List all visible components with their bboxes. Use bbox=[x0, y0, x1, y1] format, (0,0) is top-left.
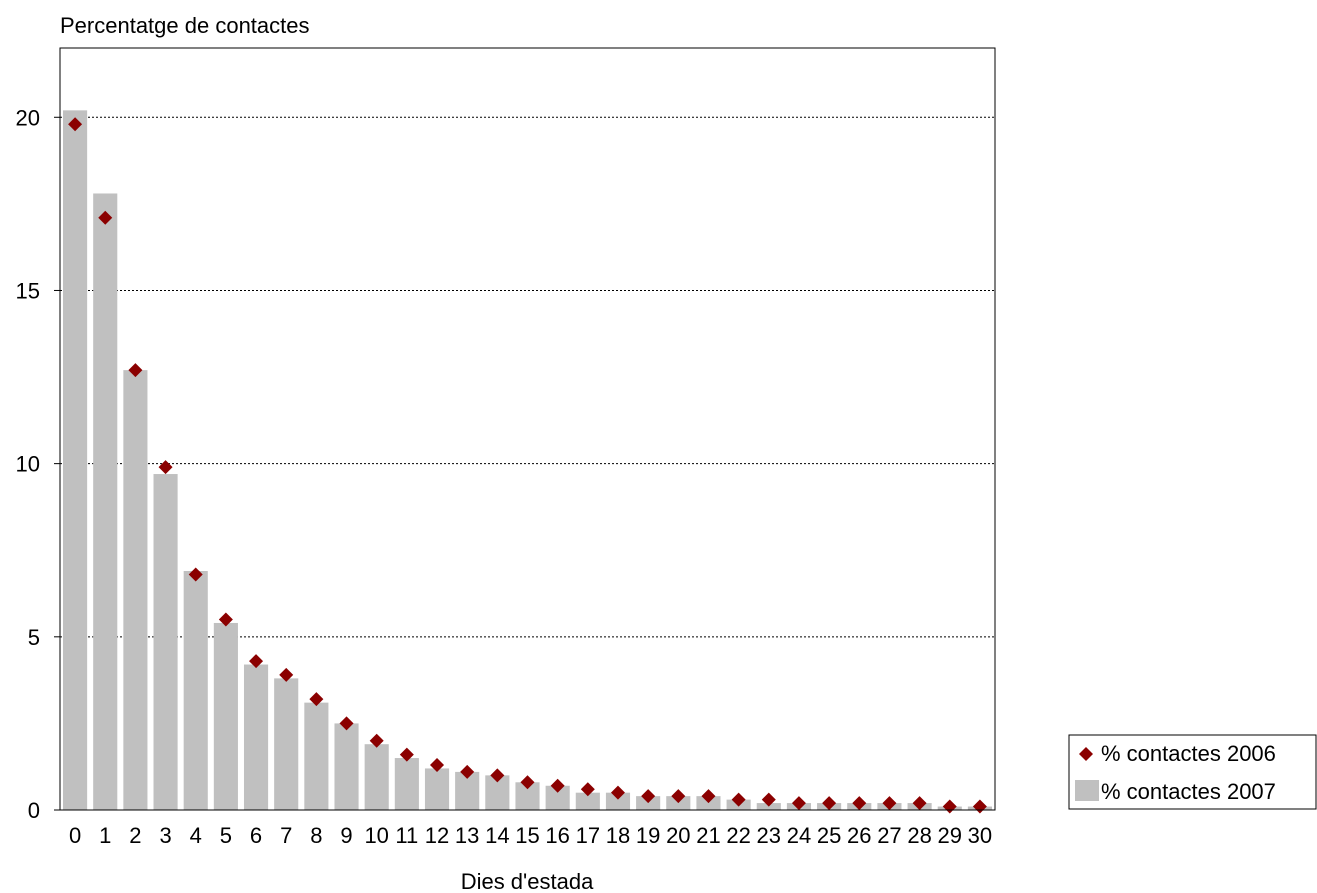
marker-2006 bbox=[912, 796, 927, 811]
x-tick-label: 16 bbox=[545, 823, 569, 848]
x-tick-label: 22 bbox=[726, 823, 750, 848]
y-tick-label: 15 bbox=[16, 278, 40, 303]
x-tick-label: 27 bbox=[877, 823, 901, 848]
x-tick-label: 13 bbox=[455, 823, 479, 848]
x-tick-label: 28 bbox=[907, 823, 931, 848]
x-tick-label: 15 bbox=[515, 823, 539, 848]
marker-2006 bbox=[128, 363, 143, 378]
bar-2007 bbox=[304, 702, 329, 810]
y-axis: 0 5 10 15 20 bbox=[16, 105, 60, 823]
legend: % contactes 2006 % contactes 2007 bbox=[1068, 734, 1317, 810]
marker-2006 bbox=[399, 747, 414, 762]
x-tick-label: 10 bbox=[364, 823, 388, 848]
x-axis: 0 1 2 3 4 5 6 7 8 9 10 11 12 13 14 15 16 17 18 19 20 21 22 23 24… bbox=[69, 823, 992, 848]
marker-2006 bbox=[701, 789, 716, 804]
x-tick-label: 3 bbox=[159, 823, 171, 848]
bar-2007 bbox=[183, 571, 208, 810]
x-tick-label: 24 bbox=[787, 823, 811, 848]
marker-2006 bbox=[490, 768, 505, 783]
marker-2006 bbox=[218, 612, 233, 627]
x-tick-label: 20 bbox=[666, 823, 690, 848]
bar-2007 bbox=[605, 792, 631, 810]
legend-frame bbox=[1068, 734, 1317, 810]
x-tick-label: 14 bbox=[485, 823, 509, 848]
marker-2006 bbox=[339, 716, 354, 731]
marker-2006 bbox=[671, 789, 686, 804]
bar-2007 bbox=[424, 768, 450, 810]
marker-2006 bbox=[309, 692, 324, 707]
x-tick-label: 17 bbox=[576, 823, 600, 848]
legend-label-2006: % contactes 2006 bbox=[1101, 741, 1276, 766]
y-tick-label: 0 bbox=[28, 798, 40, 823]
x-tick-label: 7 bbox=[280, 823, 292, 848]
marker-2006 bbox=[158, 460, 173, 475]
marker-2006 bbox=[98, 210, 113, 225]
bar-2007 bbox=[243, 664, 269, 810]
marker-2006 bbox=[761, 792, 776, 807]
marker-2006 bbox=[942, 799, 957, 814]
marker-2006 bbox=[882, 796, 897, 811]
marker-2006 bbox=[580, 782, 595, 797]
x-tick-label: 4 bbox=[190, 823, 202, 848]
marker-2006 bbox=[460, 764, 475, 779]
plot-frame bbox=[59, 47, 996, 811]
x-tick-label: 30 bbox=[968, 823, 992, 848]
marker-2006 bbox=[249, 654, 264, 669]
x-tick-label: 12 bbox=[425, 823, 449, 848]
marker-2006 bbox=[791, 796, 806, 811]
marker-2006 bbox=[550, 778, 565, 793]
x-tick-label: 9 bbox=[340, 823, 352, 848]
x-tick-label: 11 bbox=[395, 823, 418, 848]
x-tick-label: 21 bbox=[696, 823, 720, 848]
x-tick-label: 1 bbox=[99, 823, 111, 848]
bar-2007 bbox=[364, 744, 389, 810]
x-tick-label: 18 bbox=[606, 823, 630, 848]
bar-2007 bbox=[274, 678, 299, 810]
legend-marker-2006 bbox=[1079, 747, 1093, 761]
bar-2007 bbox=[394, 758, 419, 810]
y-tick-label: 10 bbox=[16, 452, 40, 477]
bar-2007 bbox=[575, 792, 600, 810]
legend-label-2007: % contactes 2007 bbox=[1101, 779, 1276, 804]
bar-2007 bbox=[213, 622, 238, 810]
x-tick-label: 6 bbox=[250, 823, 262, 848]
marker-2006 bbox=[279, 667, 294, 682]
x-tick-label: 19 bbox=[636, 823, 660, 848]
marker-2006 bbox=[852, 796, 867, 811]
marker-2006 bbox=[188, 567, 203, 582]
marker-2006 bbox=[68, 117, 83, 132]
x-axis-title: Dies d'estada bbox=[461, 869, 594, 893]
y-axis-title: Percentatge de contactes bbox=[60, 13, 310, 38]
marker-2006 bbox=[731, 792, 746, 807]
bar-2007 bbox=[123, 370, 148, 810]
x-tick-label: 25 bbox=[817, 823, 841, 848]
legend-swatch-2007 bbox=[1075, 780, 1099, 801]
x-tick-label: 23 bbox=[757, 823, 781, 848]
bar-2007 bbox=[334, 723, 359, 810]
marker-2006 bbox=[641, 789, 656, 804]
x-tick-label: 8 bbox=[310, 823, 322, 848]
marker-2006 bbox=[822, 796, 837, 811]
marker-2006 bbox=[610, 785, 625, 800]
bar-series bbox=[63, 110, 992, 811]
marker-2006 bbox=[430, 757, 445, 772]
x-tick-label: 29 bbox=[938, 823, 962, 848]
x-tick-label: 5 bbox=[220, 823, 232, 848]
marker-2006 bbox=[369, 733, 384, 748]
bar-2007 bbox=[153, 474, 178, 810]
y-tick-label: 5 bbox=[28, 625, 40, 650]
bar-2007 bbox=[63, 110, 88, 810]
marker-2006 bbox=[520, 775, 535, 790]
gridlines bbox=[60, 116, 995, 638]
marker-2006 bbox=[972, 799, 987, 814]
marker-series bbox=[68, 117, 987, 814]
y-tick-label: 20 bbox=[16, 105, 40, 130]
x-tick-label: 0 bbox=[69, 823, 81, 848]
x-tick-label: 2 bbox=[129, 823, 141, 848]
bar-2007 bbox=[93, 193, 118, 811]
x-tick-label: 26 bbox=[847, 823, 871, 848]
